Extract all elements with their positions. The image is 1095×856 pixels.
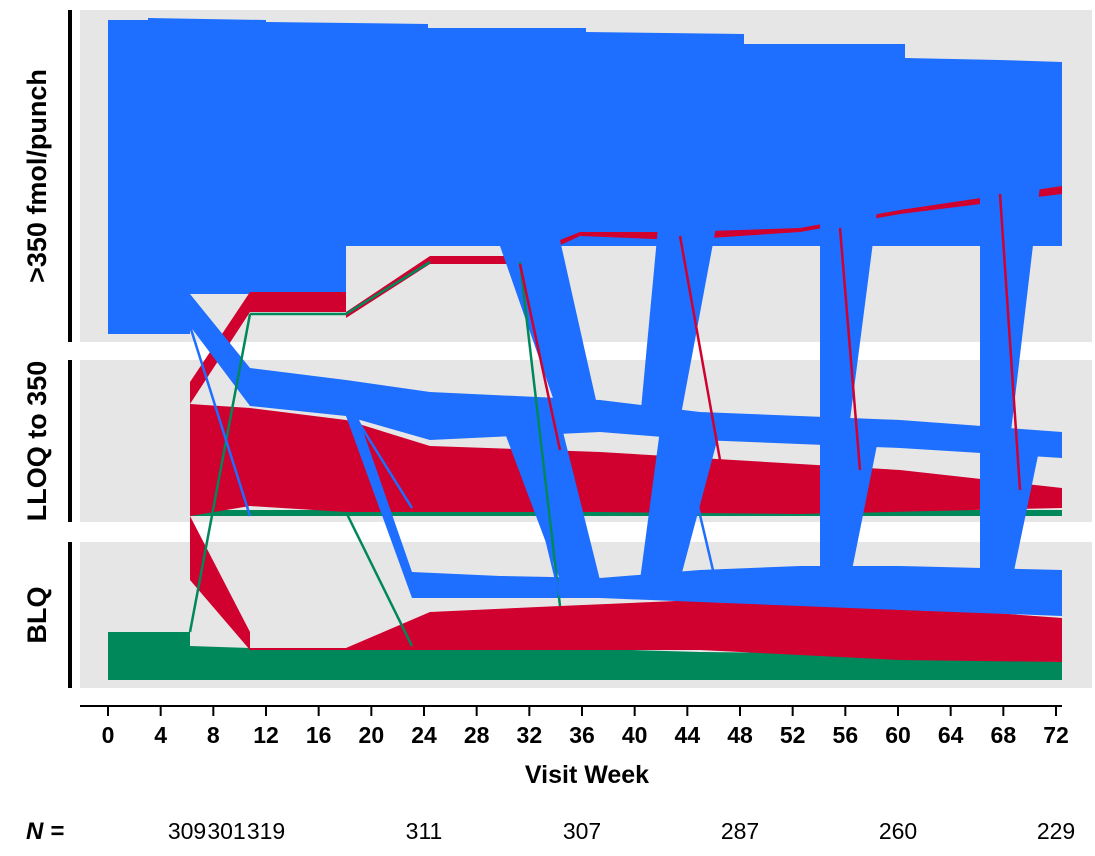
category-labels: >350 fmol/punch LLOQ to 350 BLQ [22,10,72,688]
flow-polygon-15 [820,430,880,580]
x-tick-label-52: 52 [780,722,806,748]
n-value-1: 301 [207,818,245,844]
n-value-6: 260 [879,818,917,844]
n-value-5: 287 [721,818,759,844]
band-label-mid: LLOQ to 350 [22,361,52,522]
n-value-3: 311 [406,818,443,844]
flow-strand-0 [188,313,252,633]
flow-strand-2 [344,511,414,647]
x-tick-label-68: 68 [991,722,1017,748]
x-axis: Visit Week 0 4 8 12 16 20 24 28 32 36 40 44 48 52 56 60… [80,705,1069,789]
flow-polygon-16 [980,446,1040,590]
flow-polygon-13 [500,420,600,580]
band-label-high: >350 fmol/punch [22,69,52,283]
x-tick-label-24: 24 [411,722,437,748]
flow-polygon-1 [108,632,1062,680]
x-tick-label-8: 8 [207,722,220,748]
x-tick-label-72: 72 [1043,722,1069,748]
flow-strand-4 [518,263,562,451]
x-tick-label-60: 60 [885,722,911,748]
flow-polygon-14 [640,430,720,580]
x-tick-label-40: 40 [622,722,648,748]
n-row-label: N = [26,818,64,845]
x-tick-label-44: 44 [675,722,701,748]
flow-strand-11 [678,429,722,601]
n-value-2: 319 [247,818,285,844]
n-value-4: 307 [563,818,601,844]
n-row: N = 309 301 319 311 307 287 260 229 [26,818,1075,845]
flow-polygon-10 [640,206,720,420]
flow-polygon-8 [346,382,1062,616]
n-value-0: 309 [168,818,206,844]
flow-polygon-11 [820,188,880,420]
flow-strand-10 [518,429,562,597]
flow-strand-3 [518,261,562,607]
x-tick-label-64: 64 [938,722,964,748]
flow-strand-7 [998,193,1022,491]
band-label-blq: BLQ [22,587,52,644]
x-tick-label-28: 28 [464,722,490,748]
x-tick-label-4: 4 [154,722,167,748]
flow-strand-6 [838,227,862,471]
x-tick-label-48: 48 [727,722,753,748]
flow-polygon-0 [108,18,1062,334]
x-tick-label-56: 56 [833,722,859,748]
n-value-7: 229 [1037,818,1075,844]
x-axis-title: Visit Week [525,761,649,789]
x-tick-label-32: 32 [517,722,543,748]
flow-strand-1 [250,260,431,316]
flow-polygon-12 [980,186,1040,440]
x-tick-label-12: 12 [253,722,279,748]
flow-polygon-6 [190,516,1062,662]
flow-strand-8 [188,325,252,517]
flow-strand-9 [344,401,414,509]
x-tick-label-36: 36 [569,722,595,748]
flow-polygon-7 [190,294,1062,458]
x-tick-label-16: 16 [306,722,332,748]
x-tick-label-0: 0 [102,722,115,748]
flow-strand-5 [678,235,722,461]
x-tick-label-20: 20 [359,722,385,748]
flow-series [108,18,1062,680]
